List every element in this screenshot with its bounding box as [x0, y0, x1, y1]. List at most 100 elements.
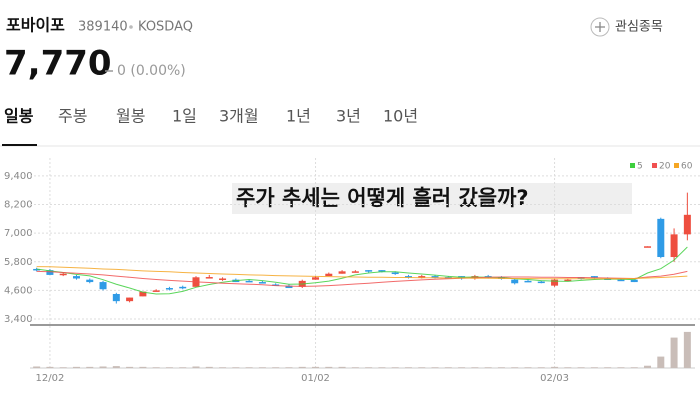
stock-name: 포바이포	[6, 16, 65, 35]
volume-bar	[72, 366, 80, 368]
volume-bar	[511, 367, 519, 368]
market: KOSDAQ	[138, 20, 193, 35]
candle-body	[404, 276, 412, 278]
y-tick-label: 4,600	[4, 285, 33, 296]
candle-body	[99, 282, 107, 290]
volume-bar	[46, 366, 54, 368]
volume-bar	[471, 367, 479, 368]
watch-icon[interactable]	[590, 17, 610, 37]
candle-body	[590, 276, 598, 278]
watch-button[interactable]: 관심종목	[615, 20, 663, 35]
candle-body	[644, 246, 652, 248]
stock-code: 389140	[78, 20, 128, 35]
candle-body	[657, 218, 665, 258]
volume-bar	[126, 366, 134, 368]
legend-swatch	[674, 163, 679, 168]
volume-bar	[165, 367, 173, 368]
x-tick-label: 02/03	[540, 373, 569, 384]
candle-body	[338, 271, 346, 274]
volume-bar	[644, 365, 652, 368]
y-tick-label: 9,400	[4, 171, 33, 182]
candle-body	[577, 277, 585, 279]
price: 7,770	[4, 44, 112, 84]
candle-body	[351, 271, 359, 273]
candle-body	[126, 297, 134, 302]
volume-bar	[338, 366, 346, 368]
volume-bar	[365, 367, 373, 368]
volume-bar	[564, 367, 572, 368]
volume-bar	[378, 367, 386, 368]
y-tick-label: 5,800	[4, 257, 33, 268]
legend-label: 20	[659, 162, 671, 172]
candle-body	[258, 282, 266, 284]
candle-body	[524, 280, 532, 283]
volume-bar	[272, 367, 280, 368]
candle-body	[59, 273, 67, 276]
candle-body	[112, 293, 120, 302]
volume-bar	[577, 367, 585, 368]
volume-bar	[497, 367, 505, 368]
volume-bar	[617, 367, 625, 368]
x-tick-label: 12/02	[36, 373, 65, 384]
volume-bar	[604, 367, 612, 368]
candle-body	[86, 279, 94, 283]
ma-line	[36, 270, 688, 287]
candle-body	[365, 270, 373, 272]
tab[interactable]: 1일	[172, 107, 197, 126]
candle-body	[511, 279, 519, 284]
candle-body	[670, 234, 678, 258]
candle-body	[46, 270, 54, 275]
tab[interactable]: 월봉	[116, 107, 145, 126]
volume-bar	[351, 367, 359, 368]
ma-line	[36, 246, 688, 295]
volume-bar	[444, 367, 452, 368]
candle-body	[245, 280, 253, 283]
legend-swatch	[630, 163, 635, 168]
volume-bar	[298, 366, 306, 368]
volume-bar	[670, 337, 678, 368]
tab[interactable]: 3년	[336, 107, 361, 126]
candle-body	[683, 214, 691, 235]
change: 0 (0.00%)	[117, 63, 186, 79]
candle-body	[72, 276, 80, 279]
volume-bar	[179, 367, 187, 368]
candle-body	[617, 279, 625, 282]
candle-body	[285, 285, 293, 289]
candle-body	[551, 279, 559, 286]
volume-bar	[537, 367, 545, 368]
volume-bar	[192, 366, 200, 368]
volume-bar	[418, 367, 426, 368]
volume-bar	[112, 366, 120, 368]
tab[interactable]: 일봉	[4, 107, 34, 126]
tab[interactable]: 3개월	[219, 107, 259, 126]
candle-body	[33, 268, 41, 271]
candle-body	[152, 290, 160, 292]
y-tick-label: 3,400	[4, 314, 33, 325]
candle-body	[165, 288, 173, 290]
volume-bar	[232, 367, 240, 368]
tab[interactable]: 1년	[286, 107, 311, 126]
volume-bar	[325, 366, 333, 368]
volume-bar	[139, 366, 147, 368]
volume-bar	[99, 366, 107, 368]
candle-body	[418, 276, 426, 278]
volume-bar	[391, 367, 399, 368]
candle-body	[391, 272, 399, 275]
volume-bar	[86, 366, 94, 368]
y-tick-label: 8,200	[4, 200, 33, 211]
volume-bar	[458, 367, 466, 368]
volume-bar	[630, 367, 638, 368]
legend-label: 60	[681, 162, 693, 172]
volume-bar	[683, 331, 691, 368]
volume-bar	[285, 367, 293, 368]
candle-body	[312, 277, 320, 280]
tab[interactable]: 주봉	[58, 107, 87, 126]
volume-bar	[59, 367, 67, 368]
volume-bar	[524, 367, 532, 368]
tab[interactable]: 10년	[383, 107, 418, 126]
volume-bar	[404, 367, 412, 368]
volume-bar	[551, 366, 559, 368]
legend-label: 5	[637, 162, 643, 172]
volume-bar	[484, 367, 492, 368]
